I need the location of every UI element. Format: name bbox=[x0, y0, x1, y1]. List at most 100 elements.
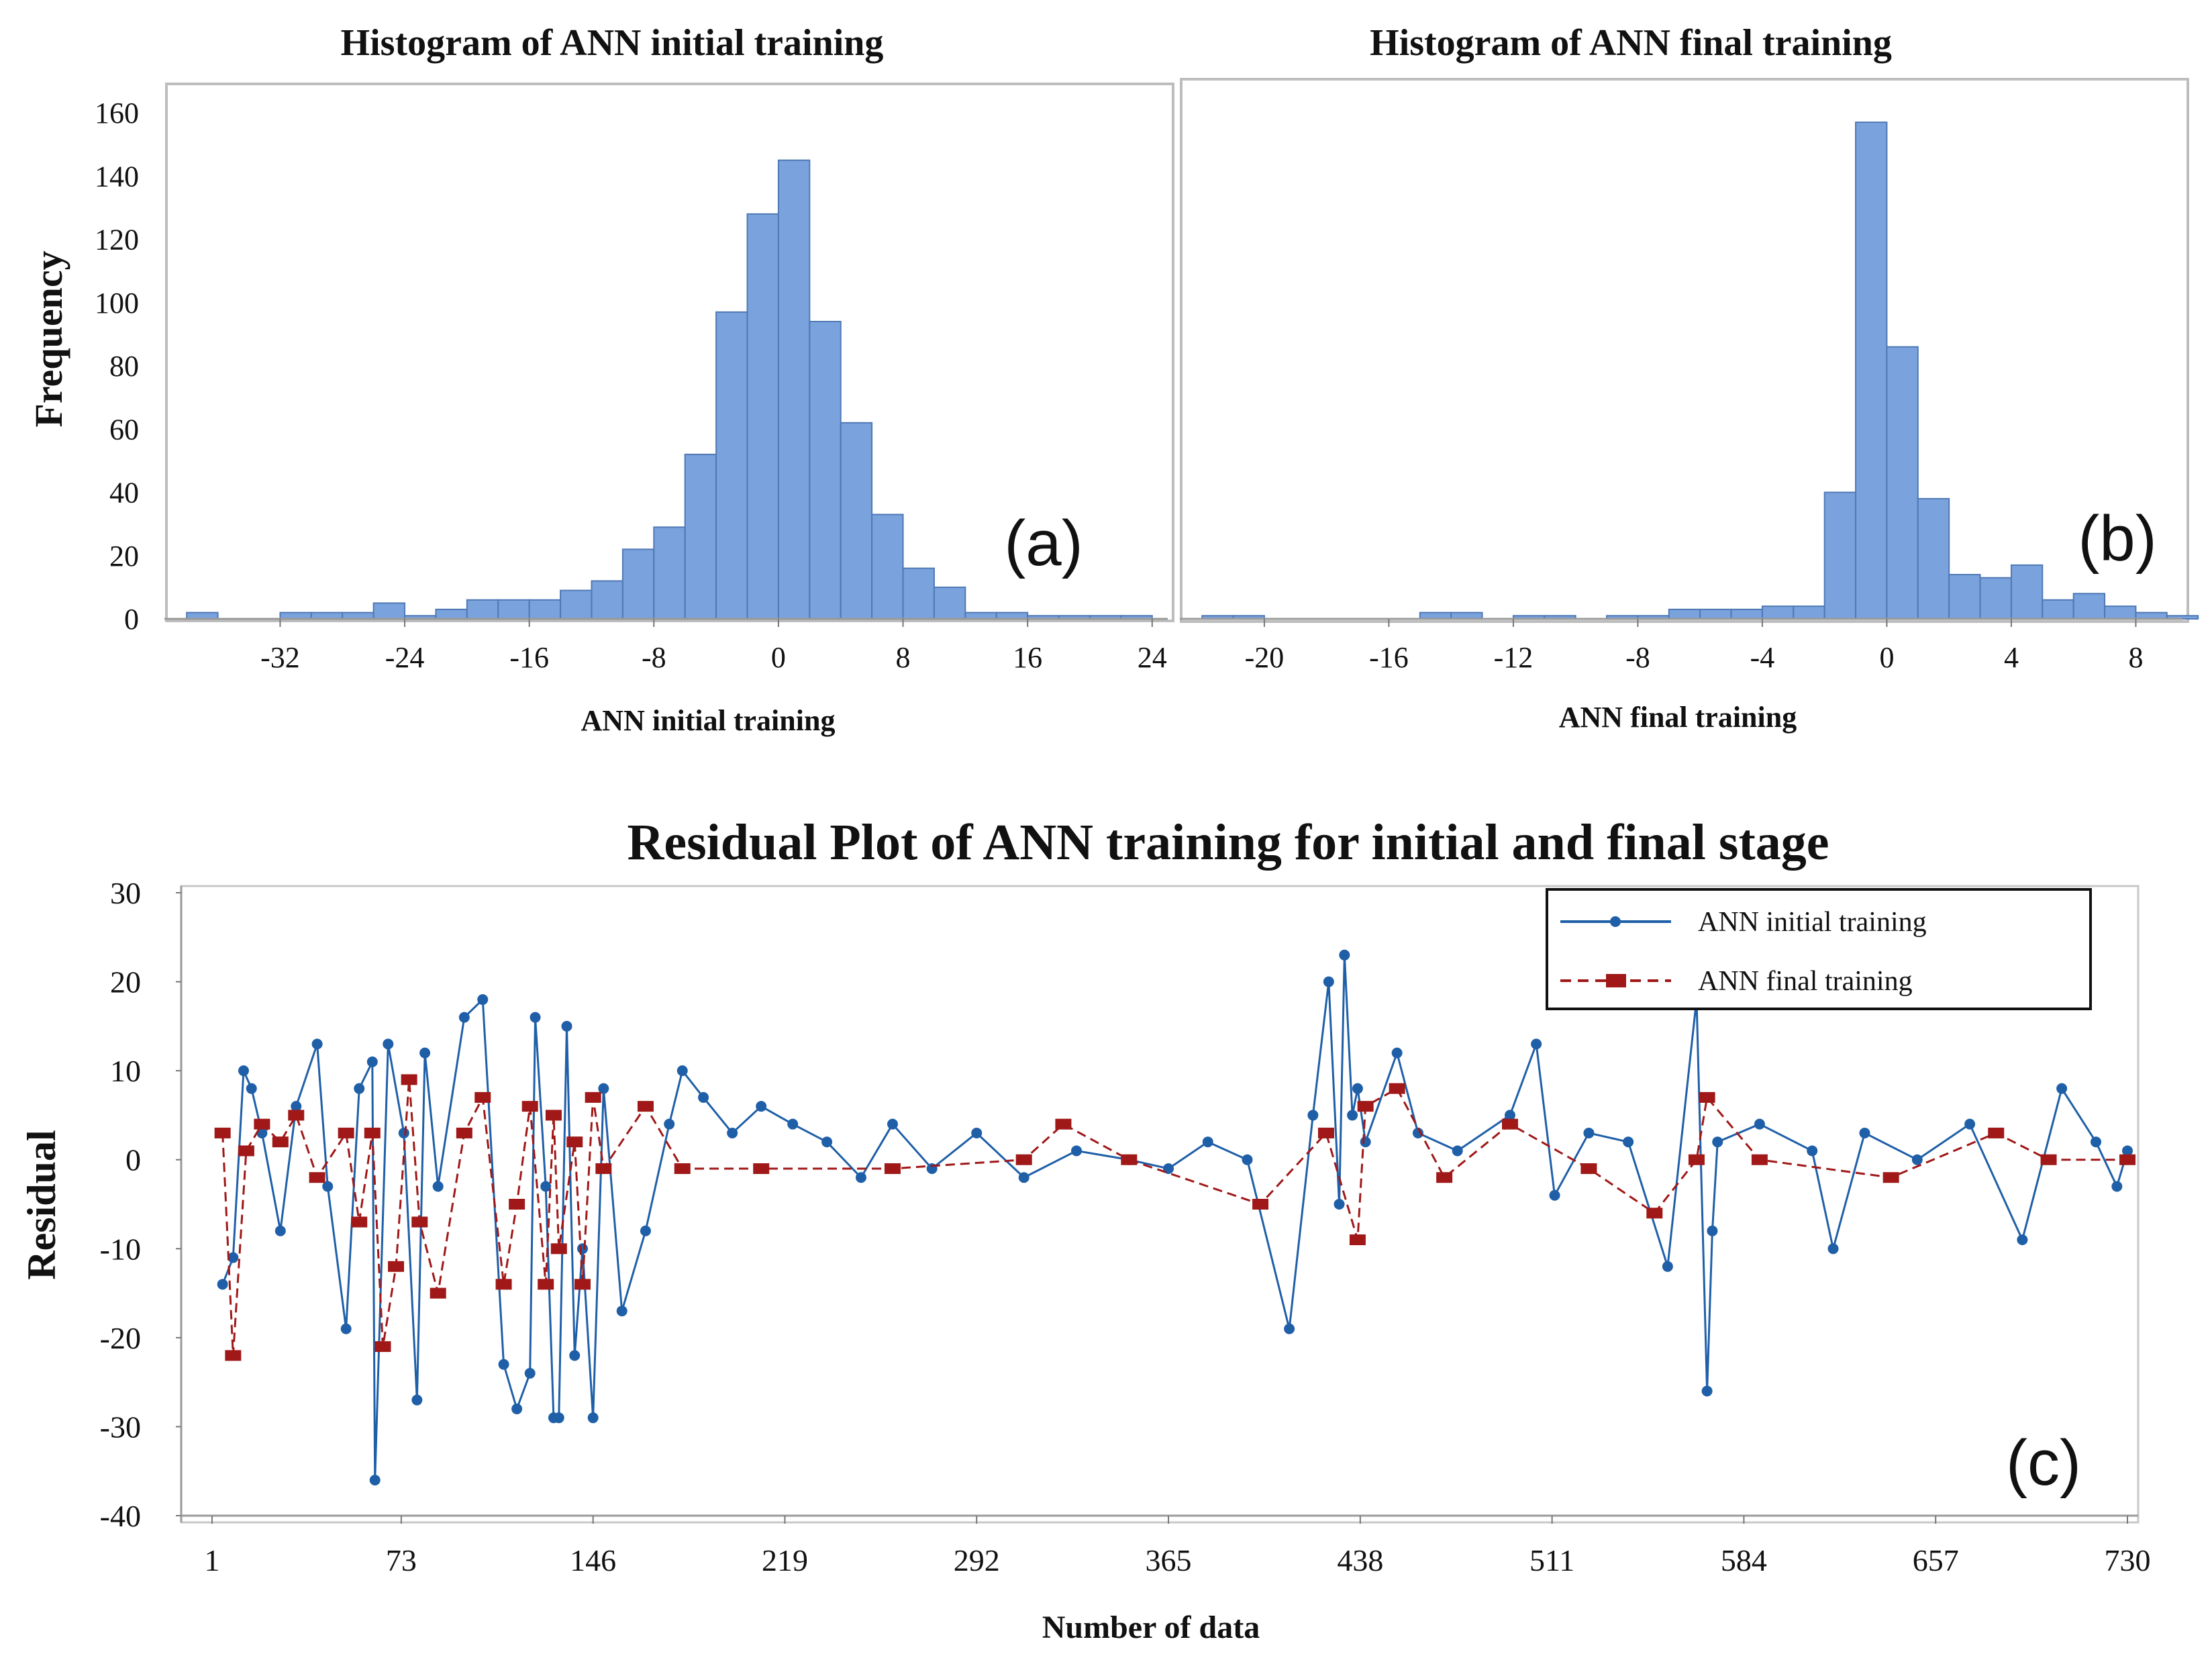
residual-x-tick-label: 146 bbox=[570, 1543, 616, 1577]
initial-data-point bbox=[1549, 1189, 1560, 1201]
histogram-bar-a-11 bbox=[528, 599, 562, 620]
final-data-point bbox=[637, 1101, 654, 1112]
initial-data-point bbox=[569, 1350, 581, 1361]
initial-data-point bbox=[1707, 1225, 1718, 1236]
final-data-point bbox=[1015, 1154, 1032, 1165]
histogram-bar-b-17 bbox=[1948, 574, 1981, 620]
histogram-bar-b-18 bbox=[1979, 577, 2012, 620]
initial-data-point bbox=[598, 1083, 609, 1094]
residual-x-tick-label: 730 bbox=[2105, 1543, 2151, 1577]
final-data-point bbox=[1580, 1163, 1597, 1174]
residual-x-tick-label: 73 bbox=[386, 1543, 417, 1577]
histogram-final-frame bbox=[1180, 78, 2189, 623]
histogram-initial-axes: -32 -24 -16 -8 0 8 16 24 0 20 40 60 80 100 120 140 160 bbox=[95, 97, 1168, 674]
residual-xlabel: Number of data bbox=[1042, 1610, 1260, 1645]
initial-data-point bbox=[971, 1127, 983, 1138]
residual-y-tick-label: 30 bbox=[110, 876, 141, 910]
final-data-point bbox=[545, 1110, 562, 1121]
x-tick-label-b: -16 bbox=[1369, 641, 1409, 674]
initial-data-point bbox=[561, 1020, 572, 1032]
final-data-point bbox=[509, 1199, 525, 1210]
initial-data-point bbox=[1412, 1127, 1423, 1138]
residual-x-tick-label: 438 bbox=[1337, 1543, 1383, 1577]
y-tick-label-a: 160 bbox=[95, 97, 139, 130]
initial-data-point bbox=[1202, 1136, 1213, 1148]
initial-data-point bbox=[2122, 1145, 2133, 1157]
y-tick-label-a: 80 bbox=[109, 350, 139, 383]
initial-data-point bbox=[698, 1091, 709, 1103]
histogram-initial-bars bbox=[186, 159, 1153, 620]
y-tick-label-a: 100 bbox=[95, 287, 139, 320]
initial-data-point bbox=[1339, 949, 1350, 961]
initial-data-point bbox=[340, 1323, 352, 1334]
x-tick-label-b: 0 bbox=[1879, 641, 1894, 674]
histogram-bar-a-24 bbox=[933, 586, 966, 620]
initial-data-point bbox=[2111, 1181, 2123, 1192]
initial-data-point bbox=[1911, 1154, 1923, 1165]
initial-data-point bbox=[1452, 1145, 1463, 1157]
initial-data-point bbox=[640, 1225, 651, 1236]
final-data-point bbox=[1646, 1208, 1663, 1219]
initial-data-point bbox=[664, 1118, 675, 1130]
residual-y-tick-label: -10 bbox=[100, 1232, 141, 1266]
initial-data-point bbox=[1712, 1136, 1723, 1148]
residual-series bbox=[214, 949, 2135, 1485]
final-data-point bbox=[225, 1350, 242, 1361]
legend-box bbox=[1546, 888, 2092, 1010]
residual-y-tick-label: -30 bbox=[100, 1410, 141, 1444]
initial-data-point bbox=[228, 1252, 239, 1263]
initial-data-point bbox=[577, 1243, 589, 1255]
residual-y-tick-label: -40 bbox=[100, 1499, 141, 1533]
final-data-point bbox=[538, 1279, 554, 1290]
final-data-point bbox=[1252, 1199, 1269, 1210]
final-data-point bbox=[288, 1110, 305, 1121]
final-data-point bbox=[456, 1127, 472, 1138]
final-data-point bbox=[474, 1091, 491, 1103]
initial-data-point bbox=[2091, 1136, 2102, 1148]
residual-x-tick-label: 219 bbox=[762, 1543, 808, 1577]
initial-data-point bbox=[1334, 1199, 1345, 1210]
initial-data-point bbox=[756, 1101, 767, 1112]
initial-data-point bbox=[1827, 1243, 1839, 1255]
initial-data-point bbox=[1504, 1110, 1515, 1121]
initial-data-point bbox=[1391, 1047, 1403, 1059]
final-data-point bbox=[574, 1279, 591, 1290]
final-data-point bbox=[1436, 1172, 1453, 1183]
legend-initial-label: ANN initial training bbox=[1698, 907, 1927, 938]
histogram-bar-a-16 bbox=[684, 453, 717, 620]
y-tick-label-a: 40 bbox=[109, 477, 139, 509]
initial-data-point bbox=[383, 1038, 394, 1050]
final-data-point bbox=[1882, 1172, 1899, 1183]
histogram-bar-a-21 bbox=[840, 422, 873, 620]
final-data-point bbox=[430, 1287, 446, 1299]
x-tick-label-a: 24 bbox=[1138, 641, 1167, 674]
initial-data-point bbox=[1623, 1136, 1634, 1148]
histogram-bar-b-9 bbox=[1699, 608, 1732, 620]
x-tick-label-a: -8 bbox=[642, 641, 666, 674]
final-data-point bbox=[674, 1163, 691, 1174]
x-tick-label-a: -24 bbox=[385, 641, 425, 674]
residual-axis-label: Residual bbox=[19, 1130, 64, 1279]
histogram-bar-b-20 bbox=[2042, 599, 2074, 620]
initial-data-point bbox=[369, 1474, 381, 1485]
final-data-point bbox=[388, 1261, 405, 1272]
histogram-bar-a-17 bbox=[715, 311, 748, 620]
initial-data-point bbox=[787, 1118, 799, 1130]
initial-data-point bbox=[676, 1065, 688, 1077]
histogram-bar-a-20 bbox=[809, 321, 842, 620]
final-data-point bbox=[238, 1145, 254, 1157]
initial-data-point bbox=[2056, 1083, 2068, 1094]
residual-title: Residual Plot of ANN training for initia… bbox=[627, 814, 1829, 871]
x-tick-label-a: 16 bbox=[1013, 641, 1042, 674]
histogram-bar-a-18 bbox=[746, 213, 779, 620]
final-data-point bbox=[1688, 1154, 1705, 1165]
final-data-point bbox=[214, 1127, 231, 1138]
final-data-point bbox=[254, 1118, 270, 1130]
initial-data-point bbox=[1583, 1127, 1595, 1138]
initial-data-point bbox=[411, 1394, 423, 1406]
initial-data-point bbox=[274, 1225, 286, 1236]
histogram-bar-b-22 bbox=[2104, 605, 2137, 620]
final-data-point bbox=[595, 1163, 612, 1174]
histogram-final-axes: -20 -16 -12 -8 -4 0 4 8 bbox=[1180, 618, 2182, 674]
